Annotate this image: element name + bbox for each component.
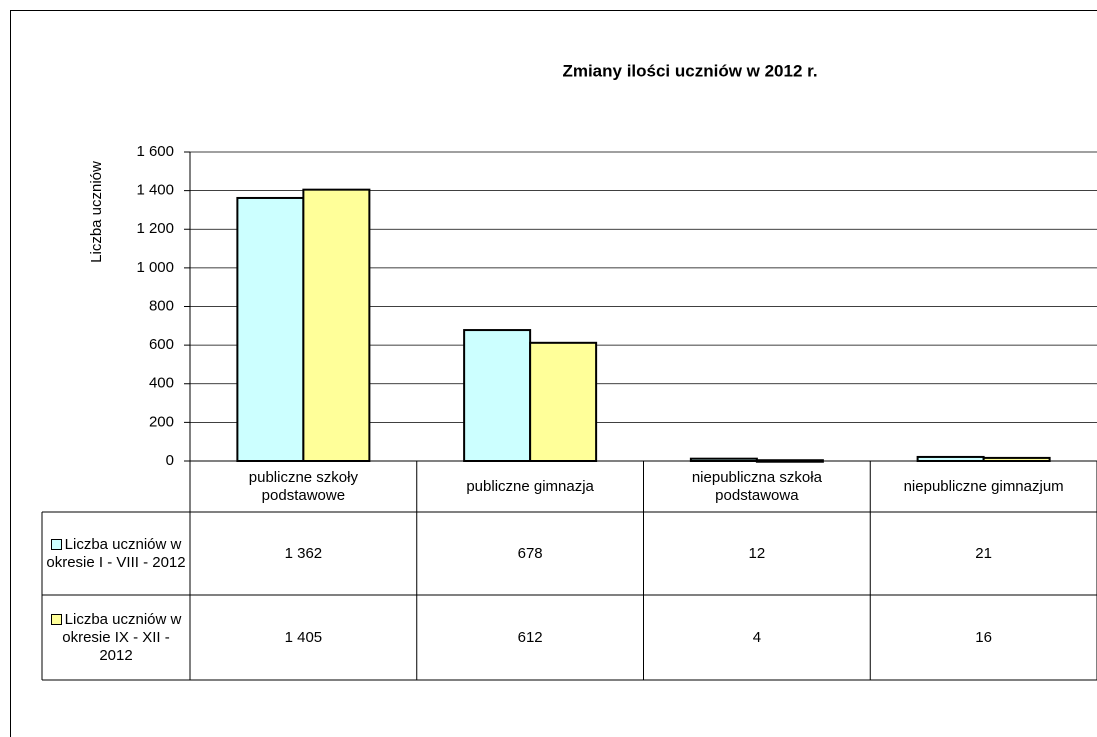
bar — [236, 196, 305, 462]
table-value-text: 678 — [517, 544, 543, 562]
table-value-text: 1 362 — [284, 544, 323, 562]
table-value: 1 405 — [190, 595, 417, 680]
x-tick-label: publiczne szkoły podstawowe — [210, 461, 397, 512]
table-value-text: 21 — [975, 544, 992, 562]
legend-entry: Liczba uczniów w okresie I - VIII - 2012 — [42, 512, 190, 595]
table-value: 12 — [644, 512, 871, 595]
x-tick-label: niepubliczna szkoła podstawowa — [664, 461, 851, 512]
chart-frame — [10, 10, 1097, 737]
bar — [302, 188, 371, 463]
y-axis-label: Liczba uczniów — [88, 161, 105, 263]
y-tick-label: 1 000 — [136, 259, 174, 276]
legend-key — [50, 539, 62, 551]
y-tick-label: 0 — [166, 452, 174, 469]
table-value: 21 — [870, 512, 1097, 595]
y-tick-label: 600 — [149, 336, 174, 353]
x-tick-label: niepubliczne gimnazjum — [890, 461, 1077, 512]
table-value: 16 — [870, 595, 1097, 680]
table-value-text: 4 — [752, 628, 762, 646]
legend-entry: Liczba uczniów w okresie IX - XII - 2012 — [42, 595, 190, 680]
legend-entry-text: Liczba uczniów w okresie IX - XII - 2012 — [46, 611, 186, 665]
chart-title: Zmiany ilości uczniów w 2012 r. — [562, 61, 817, 80]
x-tick-label-text: publiczne gimnazja — [466, 477, 594, 495]
y-tick-label: 200 — [149, 413, 174, 430]
x-tick-label-text: niepubliczne gimnazjum — [903, 477, 1064, 495]
y-tick-label: 800 — [149, 297, 174, 314]
table-value-text: 612 — [517, 628, 543, 646]
legend-entry-text: Liczba uczniów w okresie I - VIII - 2012 — [46, 535, 186, 571]
y-tick-label: 1 400 — [136, 182, 174, 199]
table-value: 4 — [644, 595, 871, 680]
y-tick-label: 1 600 — [136, 143, 174, 160]
y-tick-label: 400 — [149, 375, 174, 392]
x-tick-label-text: publiczne szkoły podstawowe — [248, 468, 358, 504]
table-value: 1 362 — [190, 512, 417, 595]
bar — [529, 341, 598, 462]
table-value-text: 12 — [748, 544, 766, 562]
table-value-text: 16 — [975, 628, 992, 646]
bar — [463, 329, 532, 462]
x-tick-label: publiczne gimnazja — [437, 461, 624, 512]
legend-key — [50, 614, 62, 626]
table-value: 678 — [417, 512, 644, 595]
table-value-text: 1 405 — [284, 628, 323, 646]
y-tick-label: 1 200 — [136, 220, 174, 237]
x-tick-label-text: niepubliczna szkoła podstawowa — [691, 468, 822, 504]
table-value: 612 — [417, 595, 644, 680]
